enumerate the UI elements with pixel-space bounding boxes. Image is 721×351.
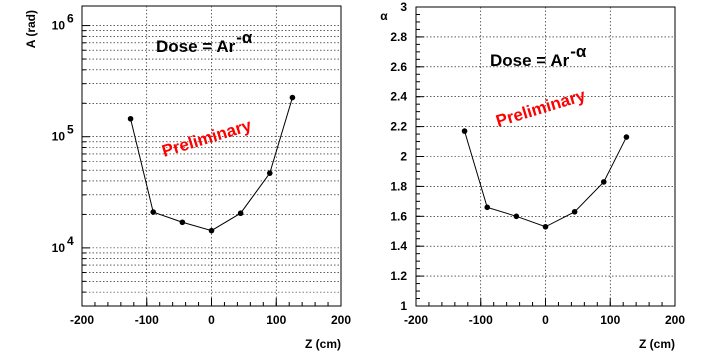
y-tick-exponent: 6 — [67, 12, 74, 26]
y-axis-label: A (rad) — [24, 10, 38, 48]
y-tick-label: 2 — [400, 150, 407, 164]
preliminary-watermark: Preliminary — [494, 85, 589, 130]
y-tick-label: 2.6 — [390, 60, 407, 74]
x-tick-label: -100 — [469, 313, 493, 327]
y-tick-exponent: 4 — [67, 234, 74, 248]
x-tick-label: 0 — [542, 313, 549, 327]
data-point — [127, 115, 134, 122]
x-tick-label: -200 — [404, 313, 428, 327]
y-tick-label: 3 — [400, 0, 407, 14]
y-tick-label: 1.8 — [390, 179, 407, 193]
data-point — [179, 219, 186, 226]
data-point — [623, 134, 630, 140]
x-axis-label: Z (cm) — [639, 337, 675, 351]
y-tick-label: 1.4 — [390, 239, 407, 253]
formula-text: Dose = Ar — [490, 51, 570, 70]
data-point — [266, 170, 273, 176]
x-tick-label: 100 — [600, 313, 620, 327]
data-point — [461, 128, 468, 134]
x-tick-label: 200 — [665, 313, 685, 327]
data-point — [484, 204, 491, 211]
y-tick-label: 10 — [52, 19, 66, 33]
x-tick-label: -100 — [135, 313, 159, 327]
data-point — [571, 209, 578, 215]
x-tick-label: 100 — [266, 313, 286, 327]
y-tick-label: 2.4 — [390, 90, 407, 104]
y-tick-label: 10 — [52, 241, 66, 255]
y-tick-label: 1.6 — [390, 209, 407, 223]
y-tick-label: 2.8 — [390, 30, 407, 44]
y-tick-exponent: 5 — [67, 123, 74, 137]
formula-exponent: -α — [236, 28, 253, 47]
data-point — [513, 213, 520, 220]
x-tick-label: 0 — [208, 313, 215, 327]
data-point — [208, 227, 215, 234]
y-tick-label: 2.2 — [390, 120, 407, 134]
formula-text: Dose = Ar — [156, 37, 236, 56]
y-axis-label: α — [380, 9, 388, 23]
x-tick-label: -200 — [70, 313, 94, 327]
x-axis-label: Z (cm) — [305, 337, 341, 351]
x-tick-label: 200 — [331, 313, 351, 327]
data-point — [289, 94, 296, 101]
data-point — [542, 223, 549, 230]
y-tick-label: 1.2 — [390, 269, 407, 283]
formula-exponent: -α — [570, 42, 587, 61]
y-tick-label: 10 — [52, 130, 66, 144]
data-point — [237, 210, 244, 217]
data-point — [600, 179, 607, 185]
data-point — [150, 209, 157, 215]
chart-panel-2: -200 -100 0 100 200 1 1.2 1.4 1.6 1.8 2 2.2 2.4 2.6 2.… — [380, 0, 685, 351]
y-tick-label: 1 — [400, 299, 407, 313]
